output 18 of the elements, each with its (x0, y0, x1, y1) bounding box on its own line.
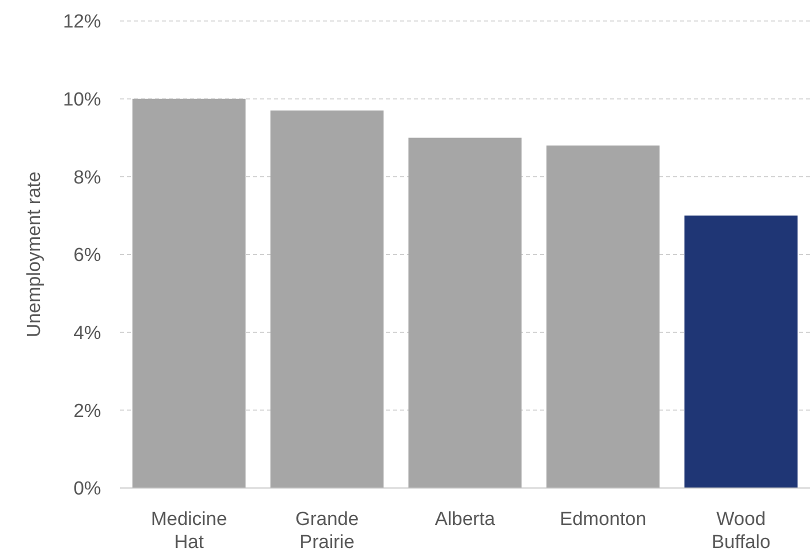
y-tick-label: 6% (74, 245, 102, 266)
y-tick-label: 8% (74, 167, 102, 188)
bar (684, 216, 798, 488)
bar (546, 146, 660, 488)
y-axis-title: Unemployment rate (24, 172, 45, 338)
bar (132, 98, 246, 488)
x-tick-label: Alberta (434, 509, 496, 530)
y-tick-label: 0% (74, 478, 102, 500)
y-tick-label: 10% (62, 89, 102, 110)
bar (408, 138, 522, 488)
y-tick-label: 4% (74, 322, 102, 344)
x-tick-label: Grande Prairie (295, 509, 359, 553)
x-tick-label: Medicine Hat (150, 509, 228, 553)
x-tick-label: Wood Buffalo (712, 509, 770, 553)
y-tick-label: 2% (74, 400, 102, 422)
x-tick-label: Edmonton (560, 509, 646, 530)
bar (270, 110, 384, 488)
y-tick-label: 12% (62, 12, 102, 33)
